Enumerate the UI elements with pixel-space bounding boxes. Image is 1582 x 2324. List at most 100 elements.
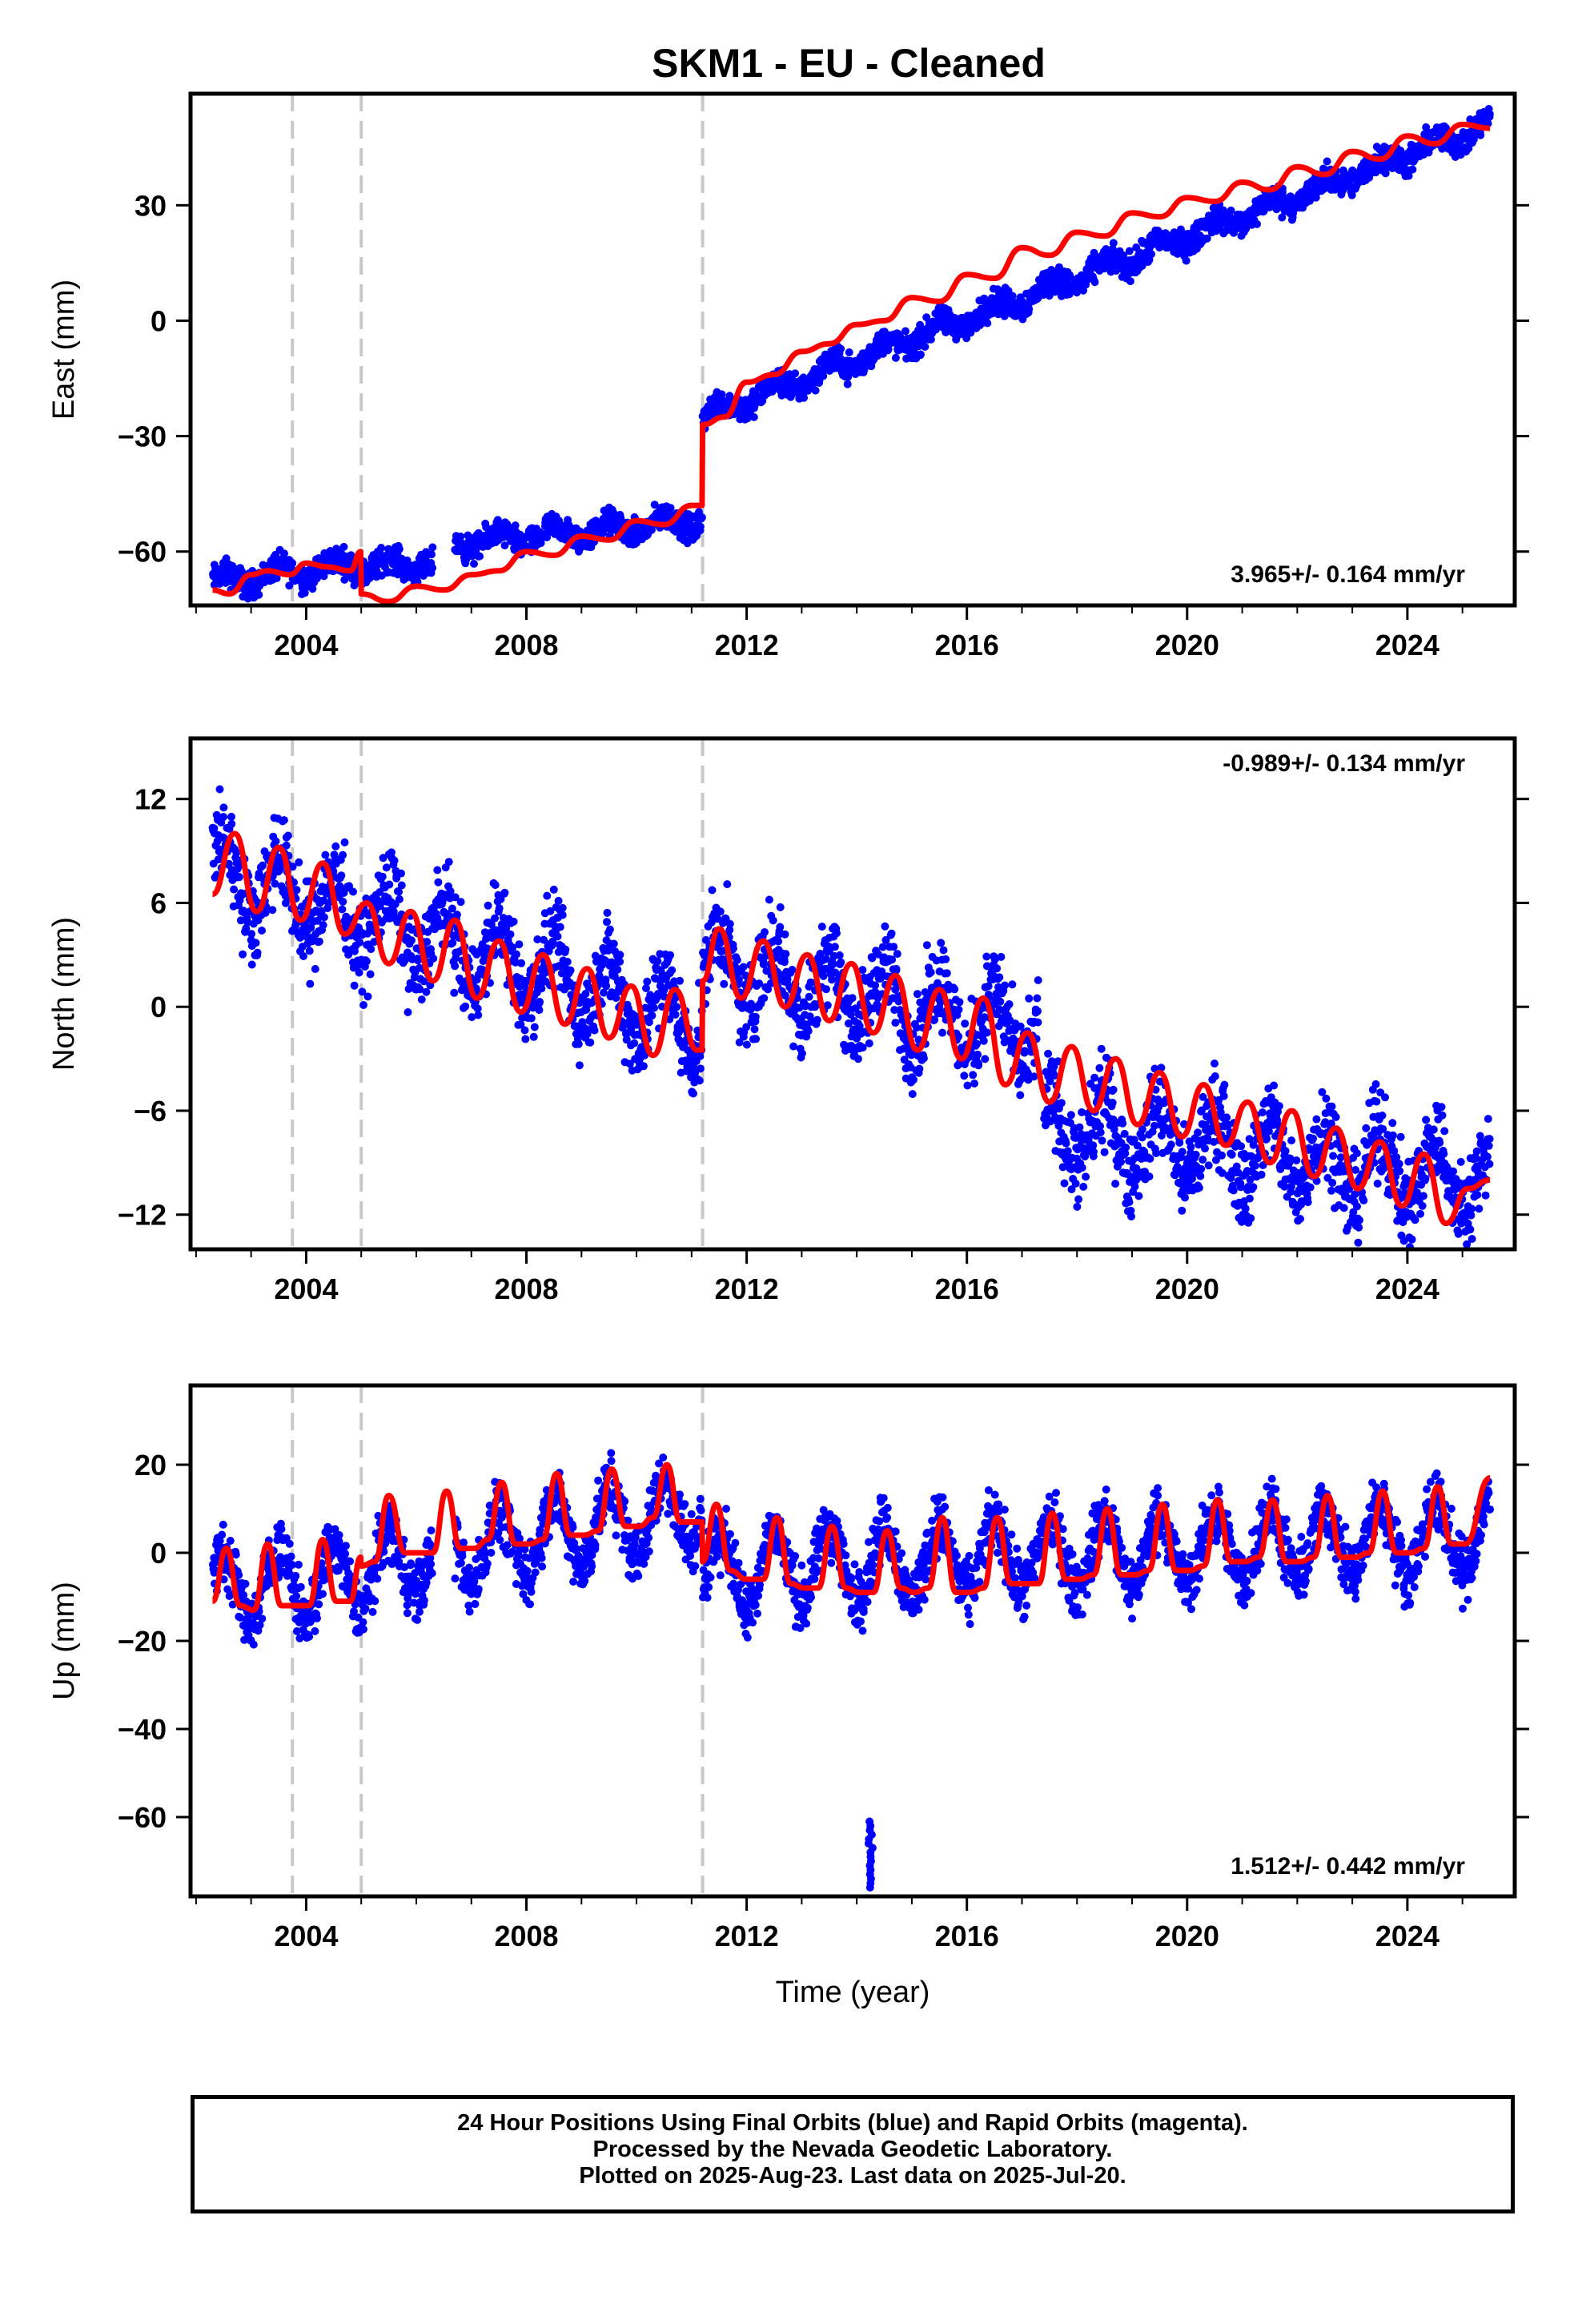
data-point <box>1191 1150 1200 1159</box>
data-point <box>574 1039 583 1048</box>
data-point <box>319 921 327 930</box>
data-point <box>891 1019 900 1027</box>
data-point <box>955 998 964 1007</box>
data-point <box>751 1012 760 1021</box>
data-point <box>227 819 236 828</box>
data-point <box>268 906 277 915</box>
data-point <box>1201 1144 1209 1153</box>
data-point <box>776 923 785 931</box>
data-point <box>881 922 889 931</box>
data-point <box>805 992 813 1001</box>
data-point <box>271 837 280 846</box>
data-point <box>671 1011 680 1019</box>
chart-title: SKM1 - EU - Cleaned <box>652 41 1046 86</box>
data-point <box>1146 1154 1154 1163</box>
data-point <box>603 908 612 917</box>
data-point <box>558 911 567 919</box>
data-point <box>319 572 328 581</box>
data-point <box>305 947 314 955</box>
data-point <box>720 979 729 988</box>
data-point <box>448 939 457 947</box>
data-point <box>549 885 558 894</box>
data-point <box>761 928 769 936</box>
data-point <box>530 1023 539 1031</box>
data-point <box>974 1050 982 1059</box>
data-point <box>575 1061 584 1070</box>
data-point <box>555 517 564 525</box>
data-point <box>835 951 844 959</box>
data-point <box>476 552 484 561</box>
data-point <box>321 850 330 859</box>
data-point <box>377 544 386 552</box>
data-point <box>495 904 504 913</box>
data-point <box>408 936 416 945</box>
data-point <box>553 932 562 941</box>
data-point <box>1062 1139 1070 1148</box>
data-point <box>1178 1148 1186 1156</box>
data-point <box>283 831 292 840</box>
data-point <box>258 927 266 935</box>
data-point <box>961 1019 970 1028</box>
data-point <box>982 1028 991 1037</box>
data-point <box>1090 278 1099 287</box>
data-point <box>500 888 509 897</box>
data-point <box>613 965 622 974</box>
data-point <box>1100 1148 1109 1156</box>
data-point <box>1178 1206 1186 1215</box>
data-point <box>362 957 371 966</box>
data-point <box>355 968 363 977</box>
data-point <box>331 842 340 850</box>
y-tick-label: −30 <box>118 420 167 453</box>
y-tick-label: 30 <box>135 189 167 222</box>
data-point <box>1078 1164 1086 1172</box>
data-point <box>452 911 461 919</box>
data-point <box>921 343 930 351</box>
data-point <box>666 951 675 959</box>
data-point <box>428 550 436 559</box>
data-point <box>983 319 992 328</box>
data-point <box>765 895 773 904</box>
data-point <box>219 813 228 821</box>
data-point <box>1145 1172 1154 1181</box>
data-point <box>970 1080 978 1088</box>
data-point <box>491 881 500 890</box>
data-point <box>982 952 991 961</box>
data-point <box>605 925 614 934</box>
data-point <box>433 866 442 875</box>
data-point <box>247 930 256 939</box>
data-point <box>554 896 563 905</box>
data-point <box>942 969 951 978</box>
data-point <box>474 1011 483 1019</box>
data-point <box>853 1055 862 1063</box>
data-point <box>916 320 925 329</box>
data-point <box>733 955 741 964</box>
data-point <box>1016 1091 1025 1100</box>
data-point <box>781 930 789 939</box>
data-point <box>566 966 575 975</box>
data-point <box>1127 1212 1135 1220</box>
data-point <box>769 916 777 925</box>
data-point <box>1095 1063 1104 1072</box>
data-point <box>938 1028 946 1037</box>
data-point <box>926 335 935 344</box>
data-point <box>1008 980 1017 989</box>
data-point <box>837 958 845 967</box>
data-point <box>1033 994 1042 1003</box>
data-point <box>780 958 789 967</box>
data-point <box>1073 1202 1082 1211</box>
data-point <box>871 981 880 990</box>
data-point <box>1096 1128 1105 1136</box>
observations-north <box>208 785 1494 1249</box>
data-point <box>280 549 288 558</box>
data-point <box>776 903 785 911</box>
data-point <box>520 1026 529 1035</box>
data-point <box>235 873 243 882</box>
data-point <box>848 994 857 1003</box>
data-point <box>382 863 391 872</box>
data-point <box>1117 1157 1125 1166</box>
data-point <box>1111 1180 1120 1188</box>
data-point <box>484 901 492 910</box>
data-point <box>819 971 828 980</box>
